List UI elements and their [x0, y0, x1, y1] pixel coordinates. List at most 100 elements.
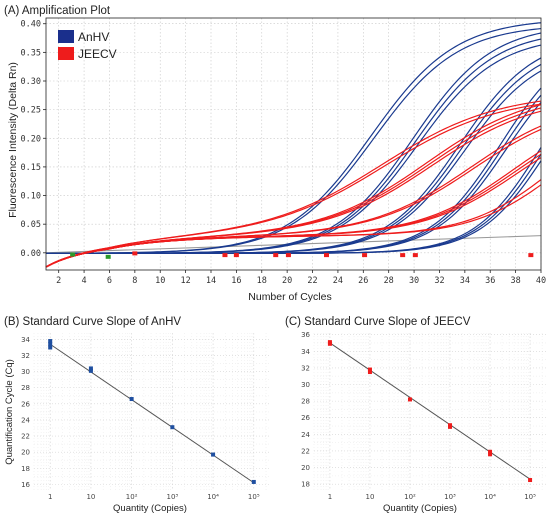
x-tick-label: 10⁴ — [207, 493, 219, 501]
y-tick-label: 30 — [21, 368, 30, 376]
x-tick-label: 18 — [257, 276, 267, 286]
y-tick-label: 26 — [21, 400, 30, 408]
curve-jeecv — [45, 100, 542, 268]
standard-point — [528, 478, 533, 483]
amplification-curves — [45, 22, 542, 268]
x-tick-label: 10⁵ — [248, 493, 260, 501]
standard-point — [48, 342, 53, 347]
curve-anhv — [46, 101, 542, 254]
panel-standard-curve-jeecv: (C) Standard Curve Slope of JEECV 18 20 22… — [285, 316, 546, 514]
anhv-fit-line — [49, 343, 255, 484]
y-tick-label: 0.10 — [21, 192, 41, 202]
y-tick-label: 18 — [21, 465, 30, 473]
y-tick-label: 0.30 — [21, 77, 41, 87]
x-tick-label: 20 — [282, 276, 292, 286]
x-tick-label: 6 — [107, 276, 112, 286]
legend-label-jeecv: JEECV — [78, 47, 117, 61]
y-tick-label: 32 — [21, 352, 30, 360]
anhv-x-axis-label: Quantity (Copies) — [113, 503, 187, 514]
standard-point — [488, 449, 493, 454]
standard-point — [88, 368, 93, 373]
amplification-y-axis-label: Fluorescence Intensity (Delta Rn) — [7, 62, 19, 218]
x-tick-label: 1 — [48, 493, 52, 501]
x-tick-label: 10⁴ — [484, 493, 496, 501]
amplification-y-ticks: 0.00 0.05 0.10 0.15 0.20 0.25 0.30 0.35 0.40 — [21, 20, 46, 259]
cycle-marker — [70, 252, 76, 257]
x-tick-label: 12 — [180, 276, 190, 286]
x-tick-label: 10⁵ — [524, 493, 536, 501]
jeecv-fit-line — [329, 342, 531, 480]
curve-anhv — [46, 63, 542, 254]
y-tick-label: 0.15 — [21, 163, 41, 173]
y-tick-label: 36 — [301, 331, 310, 339]
y-tick-label: 0.40 — [21, 20, 41, 30]
x-tick-label: 22 — [307, 276, 317, 286]
x-tick-label: 16 — [231, 276, 241, 286]
y-tick-label: 16 — [21, 481, 30, 489]
legend-swatch-anhv — [58, 30, 74, 43]
x-tick-label: 8 — [132, 276, 137, 286]
y-tick-label: 24 — [301, 431, 310, 439]
x-tick-label: 2 — [56, 276, 61, 286]
x-tick-label: 30 — [409, 276, 419, 286]
anhv-grid — [33, 333, 270, 490]
amplification-x-axis-label: Number of Cycles — [248, 291, 331, 303]
amplification-x-ticks: 2 4 6 8 10 12 14 16 18 20 22 24 26 28 30 32 34 36 38 40 — [56, 270, 546, 286]
jeecv-x-ticks: 1 10 10² 10³ 10⁴ 10⁵ — [328, 493, 536, 501]
y-tick-label: 0.35 — [21, 48, 41, 58]
y-tick-label: 22 — [21, 433, 30, 441]
x-tick-label: 36 — [485, 276, 495, 286]
anhv-y-axis-label: Quantification Cycle (Cq) — [4, 359, 15, 465]
standard-point — [48, 345, 53, 350]
y-tick-label: 32 — [301, 364, 310, 372]
cycle-marker — [528, 253, 534, 258]
standard-point — [367, 370, 372, 375]
x-tick-label: 14 — [206, 276, 216, 286]
standard-point — [327, 340, 332, 345]
x-tick-label: 10³ — [166, 493, 178, 501]
x-tick-label: 32 — [434, 276, 444, 286]
anhv-points — [48, 339, 256, 484]
x-tick-label: 10 — [155, 276, 165, 286]
x-tick-label: 1 — [328, 493, 332, 501]
cycle-marker — [233, 253, 239, 258]
y-tick-label: 0.00 — [21, 249, 41, 259]
curve-jeecv — [45, 103, 542, 268]
standard-point — [488, 452, 493, 457]
anhv-x-ticks: 1 10 10² 10³ 10⁴ 10⁵ — [48, 493, 260, 501]
amplification-legend: AnHV JEECV — [58, 30, 117, 61]
cycle-marker — [132, 251, 138, 256]
curve-anhv — [46, 160, 542, 254]
y-tick-label: 22 — [301, 447, 310, 455]
panel-amplification-plot: (A) Amplification Plot 0.000.050.100.150… — [4, 5, 546, 303]
x-tick-label: 38 — [510, 276, 520, 286]
jeecv-x-axis-label: Quantity (Copies) — [383, 503, 457, 514]
panel-standard-curve-anhv: (B) Standard Curve Slope of AnHV 16 18 20 2… — [4, 316, 270, 514]
y-tick-label: 18 — [301, 481, 310, 489]
x-tick-label: 10² — [126, 493, 138, 501]
y-tick-label: 26 — [301, 414, 310, 422]
cycle-marker — [400, 253, 406, 258]
y-tick-label: 30 — [301, 381, 310, 389]
y-tick-label: 28 — [21, 384, 30, 392]
cycle-marker — [273, 253, 279, 258]
x-tick-label: 4 — [82, 276, 87, 286]
x-tick-label: 28 — [384, 276, 394, 286]
standard-point — [48, 339, 53, 344]
amplification-plot-frame — [45, 17, 542, 271]
standard-point — [367, 367, 372, 372]
y-tick-label: 34 — [21, 336, 30, 344]
cycle-marker — [222, 253, 228, 258]
x-tick-label: 34 — [460, 276, 470, 286]
x-tick-label: 26 — [358, 276, 368, 286]
cycle-marker — [412, 253, 418, 258]
standard-point — [88, 366, 93, 371]
y-tick-label: 0.25 — [21, 106, 41, 116]
amplification-plot-title: (A) Amplification Plot — [4, 5, 111, 17]
x-tick-label: 10 — [86, 493, 95, 501]
standard-point — [407, 397, 412, 402]
y-tick-label: 0.20 — [21, 134, 41, 144]
x-tick-label: 10³ — [444, 493, 456, 501]
curve-jeecv — [45, 150, 542, 268]
x-tick-label: 10² — [404, 493, 416, 501]
